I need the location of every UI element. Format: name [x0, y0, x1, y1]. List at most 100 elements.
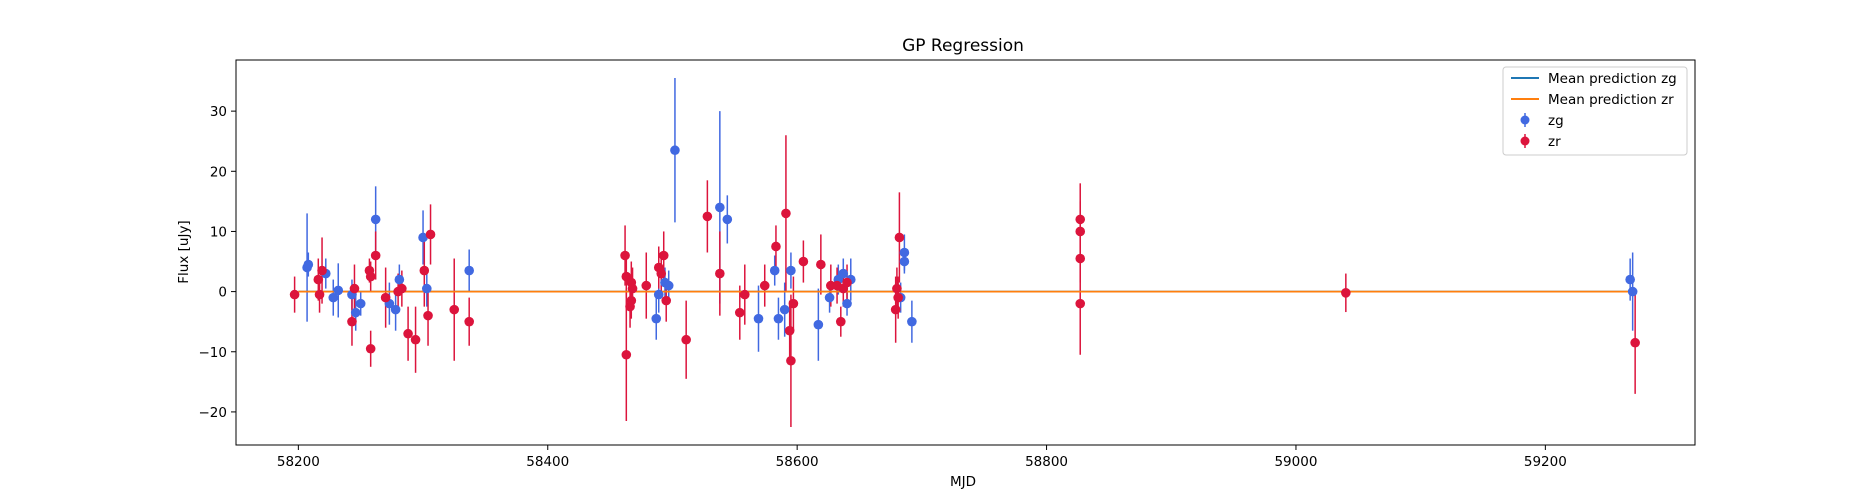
data-point-zg [390, 304, 401, 315]
y-tick-label: 10 [210, 224, 227, 240]
data-point-zr [1075, 214, 1086, 225]
data-point-zr [425, 229, 436, 240]
y-tick-label: −20 [199, 405, 228, 421]
data-point-zg [1627, 286, 1638, 297]
data-point-zr [894, 232, 905, 243]
data-point-zr [397, 283, 407, 294]
data-point-zg [651, 313, 662, 324]
y-tick-label: 30 [210, 104, 227, 120]
chart-title: GP Regression [902, 36, 1024, 56]
data-point-zr [365, 271, 376, 282]
data-point-zg [753, 313, 764, 324]
data-point-zr [835, 316, 846, 327]
x-tick-label: 58400 [526, 454, 569, 470]
data-point-zr [892, 283, 902, 294]
data-point-zg [786, 265, 796, 276]
data-point-zg [824, 292, 835, 303]
data-point-zr [715, 268, 725, 279]
legend-label-zg-line: Mean prediction zg [1548, 71, 1677, 87]
data-point-zr [449, 304, 460, 315]
legend-frame [1502, 66, 1688, 156]
data-point-zr [786, 355, 796, 366]
y-tick-label: −10 [199, 345, 228, 361]
data-point-zg [328, 292, 339, 303]
data-points-layer [289, 145, 1640, 366]
data-point-zr [621, 349, 632, 360]
data-point-zr [317, 265, 327, 276]
data-point-zr [798, 256, 809, 267]
data-point-zr [365, 343, 376, 354]
data-point-zg [813, 319, 824, 330]
data-point-zr [314, 289, 325, 300]
data-point-zr [419, 265, 430, 276]
legend-marker-zg [1520, 115, 1530, 125]
data-point-zg [464, 265, 474, 276]
data-point-zr [620, 250, 630, 261]
data-point-zg [899, 247, 910, 258]
data-point-zr [347, 316, 357, 327]
data-point-zr [681, 334, 691, 345]
data-point-zg [842, 298, 852, 309]
x-tick-label: 58800 [1025, 454, 1068, 470]
data-point-zg [418, 232, 428, 243]
x-axis-ticks: 58200 58400 58600 58800 59000 59200 [277, 445, 1567, 470]
data-point-zr [1341, 288, 1351, 298]
data-point-zr [893, 292, 903, 303]
y-tick-label: 20 [210, 164, 227, 180]
data-point-zg [769, 265, 780, 276]
data-point-zr [626, 295, 637, 306]
data-point-zr [1630, 337, 1640, 348]
data-point-zr [313, 274, 324, 285]
data-point-zg [421, 283, 432, 294]
data-point-zr [289, 289, 300, 300]
data-point-zg [722, 214, 733, 225]
data-point-zr [370, 250, 381, 261]
data-point-zr [656, 268, 667, 279]
y-tick-label: 0 [218, 285, 227, 301]
data-point-zg [670, 145, 680, 156]
legend-label-zr: zr [1548, 134, 1561, 150]
data-point-zg [773, 313, 784, 324]
data-point-zg [370, 214, 381, 225]
data-point-zr [380, 292, 391, 303]
data-point-zg [779, 304, 790, 315]
data-point-zr [1075, 226, 1086, 237]
data-point-zg [715, 202, 725, 213]
data-point-zr [842, 277, 852, 288]
data-point-zr [661, 295, 672, 306]
data-point-zg [663, 280, 674, 291]
data-point-zr [890, 304, 901, 315]
data-point-zr [788, 298, 799, 309]
data-point-zr [464, 316, 474, 327]
y-axis-ticks: −20 −10 0 10 20 30 [199, 104, 236, 421]
data-point-zr [759, 280, 770, 291]
plot-frame [235, 59, 1696, 446]
plot-area [235, 59, 1696, 446]
data-point-zr [349, 283, 360, 294]
data-point-zr [1075, 298, 1086, 309]
data-point-zg [333, 285, 344, 296]
data-point-zr [816, 259, 826, 270]
data-point-zr [1075, 253, 1086, 264]
x-tick-label: 59200 [1524, 454, 1567, 470]
data-point-zg [1625, 274, 1635, 285]
legend-marker-zr [1520, 136, 1530, 146]
legend-label-zr-line: Mean prediction zr [1548, 92, 1674, 108]
data-point-zg [899, 256, 910, 267]
data-point-zg [303, 259, 314, 270]
data-point-zr [702, 211, 713, 222]
data-point-zr [627, 283, 638, 294]
data-point-zr [641, 280, 652, 291]
data-point-zr [734, 307, 745, 318]
data-point-zr [658, 250, 669, 261]
data-point-zg [350, 307, 361, 318]
data-point-zr [423, 310, 433, 321]
data-point-zg [394, 274, 405, 285]
x-axis-label: MJD [950, 474, 976, 490]
data-point-zr [739, 289, 750, 300]
x-tick-label: 59000 [1274, 454, 1317, 470]
data-point-zr [403, 328, 413, 339]
data-point-zr [784, 325, 795, 336]
data-point-zr [781, 208, 791, 219]
